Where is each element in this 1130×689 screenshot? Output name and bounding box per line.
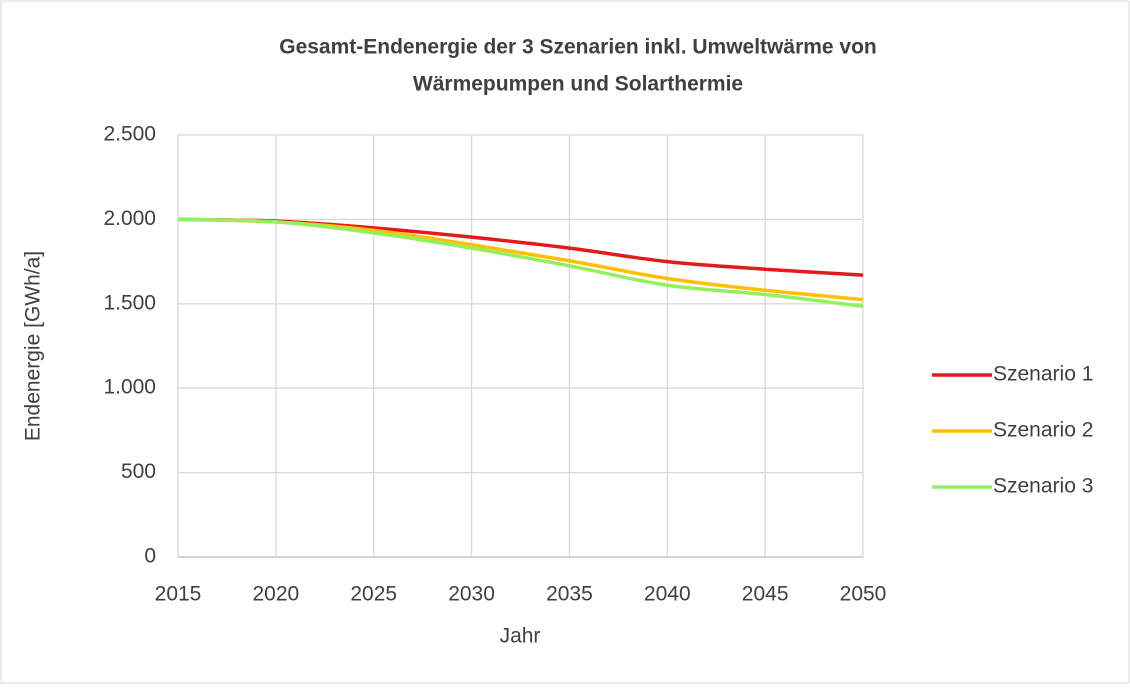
x-tick-label: 2015 (155, 583, 202, 606)
series-line (177, 217, 864, 309)
legend-label: Szenario 2 (993, 419, 1093, 442)
x-axis-label: Jahr (500, 625, 541, 648)
legend-label: Szenario 1 (993, 363, 1093, 386)
y-tick-label: 500 (121, 460, 156, 483)
x-tick-label: 2040 (644, 583, 691, 606)
y-tick-label: 2.000 (103, 207, 156, 230)
x-tick-label: 2030 (448, 583, 495, 606)
y-tick-label: 0 (144, 545, 156, 568)
chart-title: Gesamt-Endenergie der 3 Szenarien inkl. … (279, 36, 877, 59)
y-tick-label: 2.500 (103, 123, 156, 146)
x-tick-label: 2025 (350, 583, 397, 606)
x-tick-label: 2050 (840, 583, 887, 606)
chart-title: Wärmepumpen und Solarthermie (413, 73, 743, 96)
y-tick-label: 1.500 (103, 291, 156, 314)
y-tick-label: 1.000 (103, 376, 156, 399)
x-tick-label: 2020 (252, 583, 299, 606)
x-tick-label: 2035 (546, 583, 593, 606)
legend-label: Szenario 3 (993, 475, 1093, 498)
y-axis-label: Endenergie [GWh/a] (22, 251, 45, 441)
x-tick-label: 2045 (742, 583, 789, 606)
